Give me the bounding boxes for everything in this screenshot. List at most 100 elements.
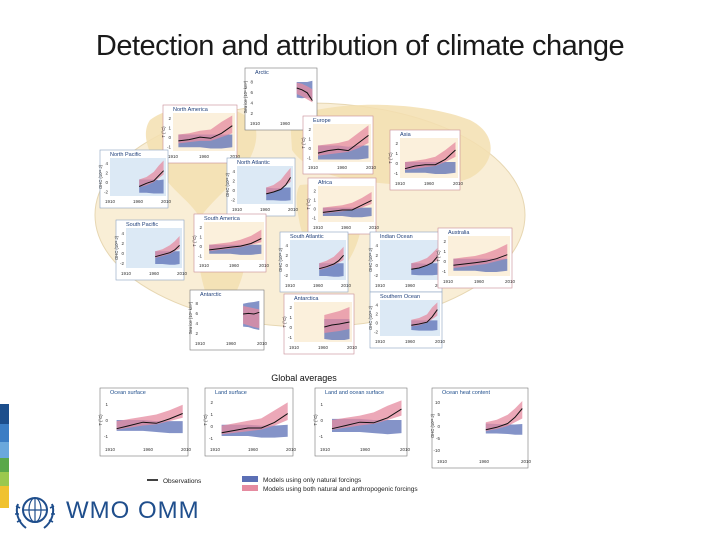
y-tick-label: 2 xyxy=(375,312,378,317)
y-axis-label: T (°C) xyxy=(282,316,287,328)
y-tick-label: 0 xyxy=(232,188,235,193)
y-tick-label: 2 xyxy=(232,178,235,183)
x-tick-label: 1910 xyxy=(375,283,386,288)
panel-title: South Atlantic xyxy=(290,234,324,240)
x-tick-label: 1960 xyxy=(337,165,348,170)
x-tick-label: 2010 xyxy=(366,165,377,170)
panel-title: Ocean surface xyxy=(110,390,146,396)
y-tick-label: -1 xyxy=(288,335,292,340)
y-tick-label: 2 xyxy=(168,116,171,121)
y-tick-label: -10 xyxy=(433,448,440,453)
y-tick-label: 5 xyxy=(437,412,440,417)
strip-segment-1 xyxy=(0,404,9,424)
observed-line xyxy=(404,149,456,170)
y-tick-label: 1 xyxy=(210,412,213,417)
y-tick-label: 0 xyxy=(210,424,213,429)
y-axis-label: T (°C) xyxy=(192,235,197,247)
legend-natural-swatch xyxy=(242,476,258,482)
x-tick-label: 1960 xyxy=(260,207,271,212)
panel-title: North Atlantic xyxy=(237,160,270,166)
combined-forcing-band xyxy=(243,306,260,329)
panel-title: Asia xyxy=(400,132,412,138)
x-tick-label: 1910 xyxy=(308,165,319,170)
x-tick-label: 1960 xyxy=(313,283,324,288)
y-tick-label: -1 xyxy=(312,216,316,221)
observed-line xyxy=(178,125,233,142)
combined-forcing-band xyxy=(453,244,508,268)
y-tick-label: 6 xyxy=(195,311,198,316)
legend-combined-swatch xyxy=(242,485,258,491)
y-axis-label: OHC (10²² J) xyxy=(368,247,373,272)
observed-line xyxy=(324,321,350,328)
strip-segment-4 xyxy=(0,458,9,472)
y-tick-label: 0 xyxy=(199,244,202,249)
y-tick-label: -1 xyxy=(104,434,108,439)
x-tick-label: 2010 xyxy=(161,199,172,204)
y-tick-label: 8 xyxy=(195,301,198,306)
x-tick-label: 1910 xyxy=(313,225,324,230)
panel-title: Australia xyxy=(448,230,470,236)
y-tick-label: 0 xyxy=(375,321,378,326)
y-tick-label: 4 xyxy=(195,321,198,326)
y-axis-label: T (°C) xyxy=(98,414,103,426)
panel-title: Arctic xyxy=(255,70,269,76)
y-tick-label: 4 xyxy=(250,100,253,105)
y-tick-label: -2 xyxy=(374,273,378,278)
observed-line xyxy=(485,408,523,431)
combined-forcing-band xyxy=(411,302,438,327)
observed-line xyxy=(221,413,288,434)
combined-forcing-band xyxy=(318,125,369,156)
y-tick-label: 0 xyxy=(320,418,323,423)
x-tick-label: 1960 xyxy=(318,345,329,350)
y-axis-label: OHC (10²² J) xyxy=(430,413,435,438)
y-tick-label: -5 xyxy=(436,436,440,441)
legend-observations-label: Observations xyxy=(163,478,202,485)
x-tick-label: 1910 xyxy=(121,271,132,276)
combined-forcing-band xyxy=(405,142,456,170)
combined-forcing-band xyxy=(411,248,438,270)
combined-forcing-band xyxy=(324,307,350,333)
y-tick-label: 0 xyxy=(308,146,311,151)
panel-title: Ocean heat content xyxy=(442,390,490,396)
y-tick-label: 1 xyxy=(443,249,446,254)
panel-title: Land surface xyxy=(215,390,247,396)
observed-line xyxy=(411,309,438,326)
x-tick-label: 1910 xyxy=(232,207,243,212)
y-tick-label: 2 xyxy=(395,141,398,146)
y-axis-label: T (°C) xyxy=(388,152,393,164)
y-tick-label: -1 xyxy=(394,171,398,176)
observed-line xyxy=(266,177,292,195)
y-tick-label: -1 xyxy=(442,269,446,274)
x-tick-label: 2010 xyxy=(177,271,188,276)
y-tick-label: 0 xyxy=(105,180,108,185)
x-tick-label: 2010 xyxy=(369,225,380,230)
observed-line xyxy=(243,311,260,315)
x-tick-label: 2010 xyxy=(259,263,270,268)
strip-segment-2 xyxy=(0,424,9,442)
panel-title: North America xyxy=(173,107,209,113)
y-tick-label: 0 xyxy=(121,251,124,256)
y-tick-label: 1 xyxy=(105,402,108,407)
x-tick-label: 2010 xyxy=(400,447,411,452)
y-tick-label: 1 xyxy=(168,125,171,130)
y-tick-label: 4 xyxy=(121,231,124,236)
wmo-emblem-icon xyxy=(15,497,55,529)
x-tick-label: 1910 xyxy=(105,447,116,452)
x-tick-label: 2010 xyxy=(288,207,299,212)
y-tick-label: -1 xyxy=(319,434,323,439)
x-tick-label: 1910 xyxy=(289,345,300,350)
x-tick-label: 2010 xyxy=(435,339,446,344)
y-tick-label: 2 xyxy=(199,225,202,230)
y-tick-label: 0 xyxy=(168,135,171,140)
panel-title: Southern Ocean xyxy=(380,294,420,300)
observed-line xyxy=(411,256,438,270)
observed-line xyxy=(155,244,180,258)
y-tick-label: 4 xyxy=(375,243,378,248)
